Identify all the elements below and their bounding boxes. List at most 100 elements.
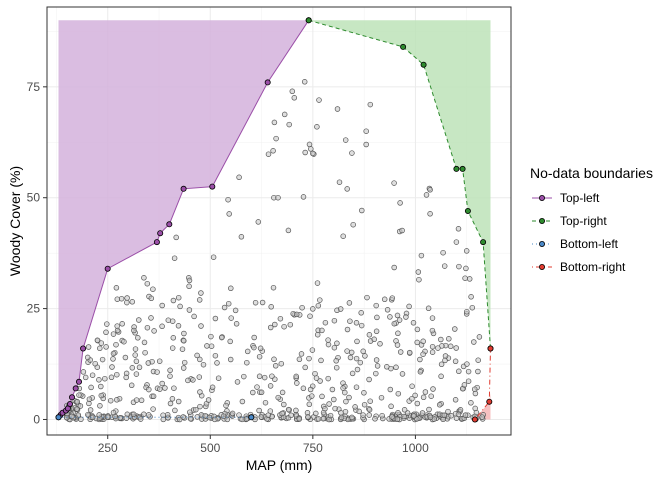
observation-point [315, 302, 322, 309]
observation-point [287, 321, 294, 328]
observation-point [420, 394, 427, 401]
observation-point [349, 414, 355, 421]
observation-point [331, 396, 337, 403]
observation-point [300, 194, 307, 200]
legend-label: Bottom-right [560, 260, 626, 274]
observation-point [205, 397, 212, 403]
observation-point [384, 307, 391, 313]
observation-point [331, 317, 338, 324]
observation-point [415, 269, 422, 275]
observation-point [371, 336, 377, 343]
observation-point [425, 305, 432, 312]
observation-point [271, 119, 278, 126]
y-axis-ticks: 0 25 50 75 [27, 80, 47, 426]
observation-point [123, 415, 130, 421]
observation-point [175, 398, 182, 405]
observation-point [129, 299, 136, 305]
observation-point [346, 300, 353, 306]
observation-point [171, 385, 177, 391]
x-tick-label: 750 [303, 441, 323, 455]
observation-point [441, 412, 448, 419]
observation-point [138, 397, 145, 404]
observation-point [289, 88, 296, 95]
series-point-top-left [76, 378, 83, 385]
observation-point [373, 302, 379, 309]
observation-point [110, 350, 117, 357]
observation-point [268, 304, 274, 310]
observation-point [281, 323, 287, 330]
observation-point [395, 390, 402, 397]
observation-point [409, 395, 415, 402]
observation-point [144, 280, 151, 287]
observation-point [124, 299, 130, 306]
observation-point [293, 373, 299, 380]
observation-point [427, 414, 434, 421]
observation-point [453, 239, 460, 245]
observation-point [244, 359, 250, 366]
observation-point [291, 95, 298, 101]
series-point-top-left [264, 79, 271, 86]
series-line-top-right [308, 19, 491, 349]
observation-point [114, 327, 121, 334]
observation-point [98, 392, 105, 399]
observation-point [333, 364, 340, 371]
observation-point [135, 335, 141, 341]
observation-point [258, 389, 265, 396]
observation-point [414, 400, 421, 407]
observation-point [250, 389, 256, 396]
observation-point [389, 414, 395, 420]
observation-point [122, 354, 129, 361]
observation-point [144, 324, 151, 331]
observation-point [85, 411, 91, 418]
observation-point [395, 330, 401, 337]
observation-point [77, 403, 84, 409]
observation-point [177, 303, 183, 310]
observation-point [228, 315, 234, 321]
observation-point [356, 408, 362, 415]
observation-point [399, 227, 405, 234]
observation-point [281, 111, 288, 118]
observation-point [89, 372, 96, 378]
observation-point [465, 378, 472, 384]
observation-point [394, 312, 401, 319]
observation-point [136, 364, 143, 371]
legend-key-point [539, 263, 546, 270]
observation-point [296, 416, 303, 422]
observation-point [169, 396, 176, 402]
observation-point [104, 321, 110, 327]
legend-entry-bottom-right: Bottom-right [532, 260, 626, 274]
observation-point [318, 357, 324, 364]
observation-point [429, 349, 436, 355]
observation-point [462, 412, 469, 418]
observation-point [411, 413, 417, 419]
observation-point [273, 135, 279, 142]
observation-point [148, 295, 155, 302]
observation-point [354, 366, 361, 373]
observation-point [256, 407, 262, 414]
observation-point [96, 412, 102, 418]
observation-point [270, 148, 276, 154]
observation-point [162, 385, 168, 391]
legend: No-data boundaries Top-left Top-right Bott… [530, 165, 653, 274]
observation-point [226, 211, 232, 217]
observation-point [412, 392, 418, 399]
observation-point [373, 370, 379, 377]
observation-point [176, 416, 183, 423]
observation-point [251, 344, 257, 351]
observation-point [465, 368, 472, 375]
observation-point [423, 192, 430, 198]
observation-point [281, 401, 287, 408]
observation-point [359, 207, 365, 214]
observation-point [133, 371, 140, 377]
observation-point [257, 345, 264, 352]
observation-point [342, 389, 348, 396]
observation-point [317, 297, 323, 303]
observation-point [325, 341, 332, 348]
observation-point [239, 398, 246, 405]
observation-point [145, 412, 152, 418]
observation-point [396, 317, 403, 323]
observation-point [74, 399, 81, 405]
observation-point [269, 373, 275, 379]
observation-point [453, 345, 459, 351]
region-top-left [58, 20, 309, 418]
